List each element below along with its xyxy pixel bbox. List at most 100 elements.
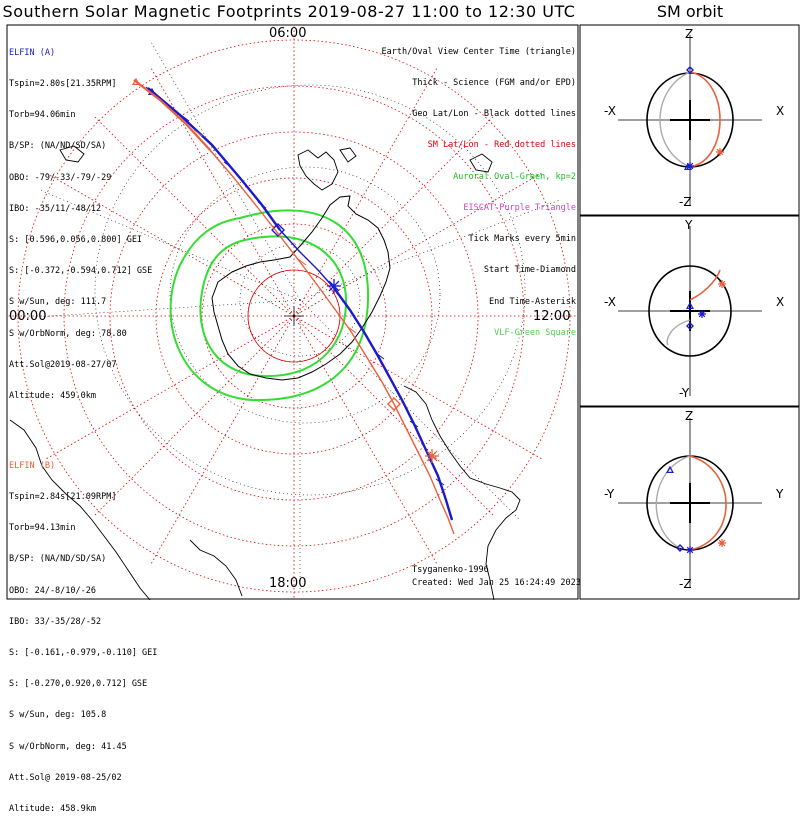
probe-b-line: S: [-0.161,-0.979,-0.110] GEI xyxy=(9,648,158,659)
probe-b-line: Torb=94.13min xyxy=(9,523,76,534)
orbit-b-asterisk xyxy=(718,539,726,547)
probe-a-end-asterisk xyxy=(327,279,341,293)
orbit-panel-frame-2 xyxy=(579,215,800,407)
orbit-view-triangle xyxy=(685,301,695,309)
orbit1-axis-bottom: -Z xyxy=(679,195,692,209)
probe-b-line: OBO: 24/-8/10/-26 xyxy=(9,585,96,596)
orbit-path-a xyxy=(666,319,691,346)
track-probe-a-science xyxy=(333,287,454,521)
page-title: Southern Solar Magnetic Footprints 2019-… xyxy=(2,2,576,21)
probe-b-start-diamond xyxy=(387,397,401,411)
track-probe-a-science xyxy=(147,87,281,231)
orbit-b-asterisk xyxy=(718,280,726,288)
model-credit: Tsyganenko-1996 xyxy=(412,565,489,575)
orbit-a-diamond xyxy=(686,66,694,74)
orbit3-axis-right: Y xyxy=(776,487,784,501)
probe-a-line: S w/OrbNorm, deg: 78.80 xyxy=(9,328,127,339)
orbit2-axis-left: -X xyxy=(604,295,616,309)
track-probe-a-tick xyxy=(145,86,155,94)
orbit3-axis-bottom: -Z xyxy=(679,577,692,591)
probe-a-line: S: [0.596,0.056,0.800] GEI xyxy=(9,235,143,246)
probe-b-view-triangle xyxy=(131,77,141,86)
orbit1-axis-top: Z xyxy=(685,27,694,41)
probe-b-line: S w/OrbNorm, deg: 41.45 xyxy=(9,741,127,752)
probe-b-line: B/SP: (NA/ND/SD/SA) xyxy=(9,554,107,565)
track-probe-a-tick xyxy=(257,201,267,209)
probe-b-line: S: [-0.270,0.920,0.712] GSE xyxy=(9,679,148,690)
orbit2-axis-bottom: -Y xyxy=(679,386,690,400)
time-label-right: 12:00 xyxy=(533,309,571,324)
orbit-a-diamond xyxy=(686,322,694,330)
figure-canvas xyxy=(6,24,800,600)
orbit-panel-frame-3 xyxy=(579,406,800,600)
land-outlines xyxy=(9,145,521,600)
track-probe-b-science xyxy=(133,79,211,151)
legend-entry: Start Time-Diamond xyxy=(483,265,576,276)
sm-grid xyxy=(7,25,578,600)
orbit-panels xyxy=(618,35,762,588)
probe-a-line: Torb=94.06min xyxy=(9,110,76,121)
orbit-a-diamond xyxy=(676,544,684,552)
probe-b-line: IBO: 33/-35/28/-52 xyxy=(9,616,102,627)
legend-entry: Tick Marks every 5min xyxy=(468,234,576,245)
orbit-path-a xyxy=(659,71,691,168)
orbit2-axis-right: X xyxy=(776,295,785,309)
track-probe-a-tick xyxy=(223,161,233,169)
probe-a-line: Altitude: 459.0km xyxy=(9,391,96,402)
map-frame xyxy=(6,24,579,600)
antarctica-coastline xyxy=(211,195,391,381)
probe-a-line: Att.Sol@2019-08-27/07 xyxy=(9,359,117,370)
track-probe-b-tick xyxy=(347,326,357,334)
probe-a-info: ELFIN (A) Tspin=2.80s[21.35RPM] Torb=94.… xyxy=(9,27,152,412)
probe-b-end-asterisk xyxy=(425,449,439,463)
track-probe-a-tick xyxy=(375,352,385,360)
orbit2-axis-top: Y xyxy=(685,218,693,232)
orbit-path-a xyxy=(655,455,691,549)
footprint-tracks xyxy=(131,77,455,535)
auroral-oval xyxy=(169,209,370,402)
legend-entry: Auroral Oval-Green, kp=2 xyxy=(453,171,576,182)
track-probe-b xyxy=(133,79,455,535)
orbit-panel-2 xyxy=(618,226,762,396)
track-probe-a-tick xyxy=(180,114,190,122)
probe-a-line: IBO: -35/11/-48/12 xyxy=(9,203,102,214)
track-probe-a-tick xyxy=(435,478,445,486)
orbit-title: SM orbit xyxy=(656,2,724,21)
track-probe-a-tick xyxy=(409,420,419,428)
probe-b-line: S w/Sun, deg: 105.8 xyxy=(9,710,107,721)
orbit-b-asterisk xyxy=(716,148,724,156)
probe-b-info: ELFIN (B) Tspin=2.84s[21.09RPM] Torb=94.… xyxy=(9,440,157,825)
orbit-panel-1 xyxy=(618,35,762,205)
legend-entry: EISCAT-Purple Triangle xyxy=(463,202,576,213)
legend: Earth/Oval View Center Time (triangle) T… xyxy=(382,26,576,349)
orbit1-axis-left: -X xyxy=(604,104,616,118)
orbit-view-triangle xyxy=(665,465,675,473)
legend-entry: Geo Lat/Lon - Black dotted lines xyxy=(412,109,576,120)
probe-a-line: B/SP: (NA/ND/SD/SA) xyxy=(9,141,107,152)
track-probe-b-tick xyxy=(193,129,203,137)
legend-entry: VLF-Green Square xyxy=(494,327,576,338)
orbit-a-asterisk xyxy=(698,310,706,318)
legend-entry: SM Lat/Lon - Red dotted lines xyxy=(427,140,576,151)
probe-b-line: Att.Sol@ 2019-08-25/02 xyxy=(9,772,122,783)
time-label-left: 00:00 xyxy=(9,309,47,324)
probe-b-name: ELFIN (B) xyxy=(9,460,56,471)
probe-b-line: Altitude: 458.9km xyxy=(9,804,96,815)
orbit1-axis-right: X xyxy=(776,104,785,118)
track-probe-b-tick xyxy=(297,258,307,266)
orbit-path-b xyxy=(689,71,721,168)
earth-circle xyxy=(648,265,732,357)
time-label-top: 06:00 xyxy=(269,26,307,41)
orbit-path-b xyxy=(689,455,727,551)
legend-entry: End Time-Asterisk xyxy=(489,296,576,307)
time-label-bottom: 18:00 xyxy=(269,576,307,591)
legend-entry: Earth/Oval View Center Time (triangle) xyxy=(381,46,576,57)
orbit-panel-frame-1 xyxy=(579,24,800,216)
legend-entry: Thick - Science (FGM and/or EPD) xyxy=(412,78,576,89)
probe-a-line: S w/Sun, deg: 111.7 xyxy=(9,297,107,308)
probe-a-name: ELFIN (A) xyxy=(9,47,56,58)
created-timestamp: Created: Wed Jan 25 16:24:49 2023 xyxy=(412,578,581,588)
orbit-panel-3 xyxy=(618,418,762,588)
orbit-path-b xyxy=(689,269,721,301)
orbit-view-triangle xyxy=(683,162,693,170)
